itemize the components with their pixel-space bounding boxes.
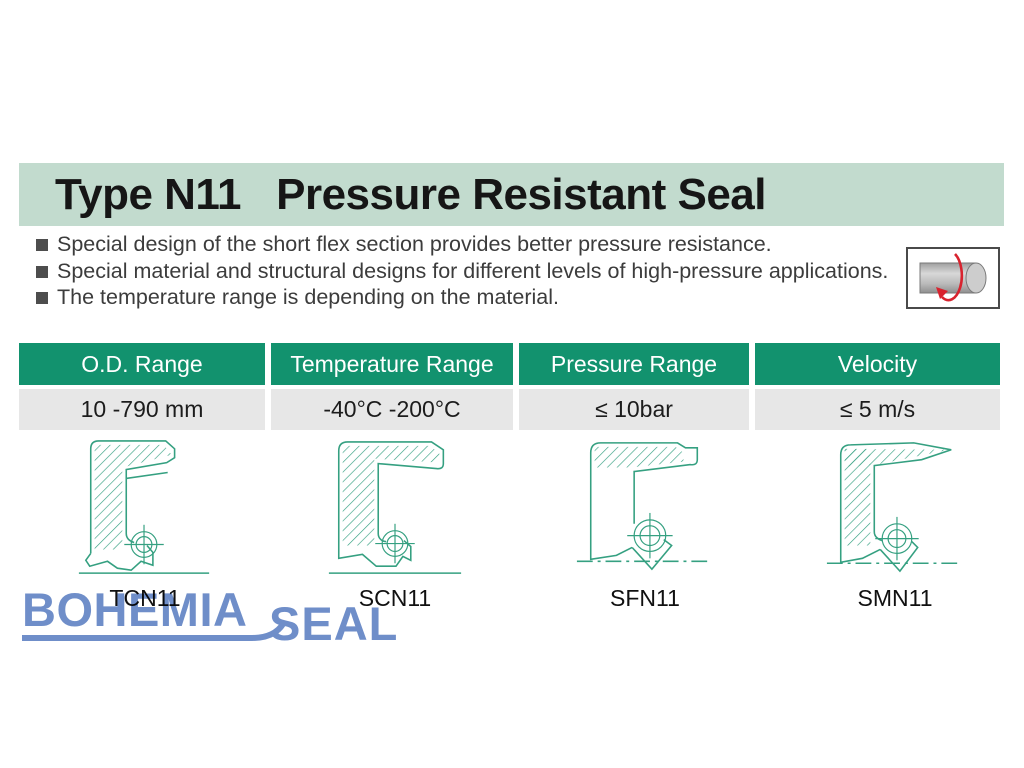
seal-type-label: SCN11 — [358, 585, 432, 611]
feature-list: Special design of the short flex section… — [36, 231, 892, 311]
seal-case-outline — [337, 441, 445, 550]
seal-cross-section-scn11 — [270, 435, 520, 583]
seal-case-outline — [89, 440, 176, 554]
garter-spring-icon — [875, 516, 919, 561]
hatched-case — [844, 448, 950, 467]
garter-spring-icon — [124, 524, 164, 565]
feature-item: Special material and structural designs … — [36, 258, 892, 285]
seal-type-label: TCN11 — [109, 585, 181, 611]
spec-table: O.D. Range Temperature Range Pressure Ra… — [19, 343, 1004, 430]
hatched-case — [94, 444, 172, 550]
spec-header-velocity: Velocity — [755, 343, 1000, 385]
garter-spring-icon — [375, 523, 415, 564]
hatched-case — [594, 446, 684, 468]
rotating-shaft-icon — [906, 247, 1000, 309]
feature-text: Special material and structural designs … — [57, 258, 889, 283]
spec-value-od-range: 10 -790 mm — [19, 389, 265, 430]
square-bullet-icon — [36, 239, 48, 251]
seal-profile-row — [20, 435, 1020, 583]
feature-text: The temperature range is depending on th… — [57, 285, 559, 309]
spec-header-od-range: O.D. Range — [19, 343, 265, 385]
seal-type-labels: TCN11 SCN11 SFN11 SMN11 — [20, 585, 1020, 612]
seal-type-label: SFN11 — [610, 585, 680, 611]
hatched-case — [844, 448, 871, 546]
spec-value-temperature: -40°C -200°C — [271, 389, 513, 430]
seal-cross-section-tcn11 — [20, 435, 270, 583]
hatched-case — [342, 445, 440, 546]
feature-text: Special design of the short flex section… — [57, 232, 772, 256]
spec-value-pressure: ≤ 10bar — [519, 389, 749, 430]
square-bullet-icon — [36, 292, 48, 304]
logo-swoosh-underline — [22, 622, 286, 641]
seal-case-outline — [589, 442, 699, 550]
spec-value-velocity: ≤ 5 m/s — [755, 389, 1000, 430]
seal-type-label: SMN11 — [857, 585, 933, 611]
feature-item: The temperature range is depending on th… — [36, 284, 892, 311]
page-title: Type N11 Pressure Resistant Seal — [19, 163, 1004, 226]
spec-header-temperature: Temperature Range — [271, 343, 513, 385]
feature-item: Special design of the short flex section… — [36, 231, 892, 258]
garter-spring-icon — [627, 512, 673, 559]
spec-header-pressure: Pressure Range — [519, 343, 749, 385]
square-bullet-icon — [36, 265, 48, 278]
seal-cross-section-sfn11 — [520, 435, 770, 583]
seal-cross-section-smn11 — [770, 435, 1020, 583]
